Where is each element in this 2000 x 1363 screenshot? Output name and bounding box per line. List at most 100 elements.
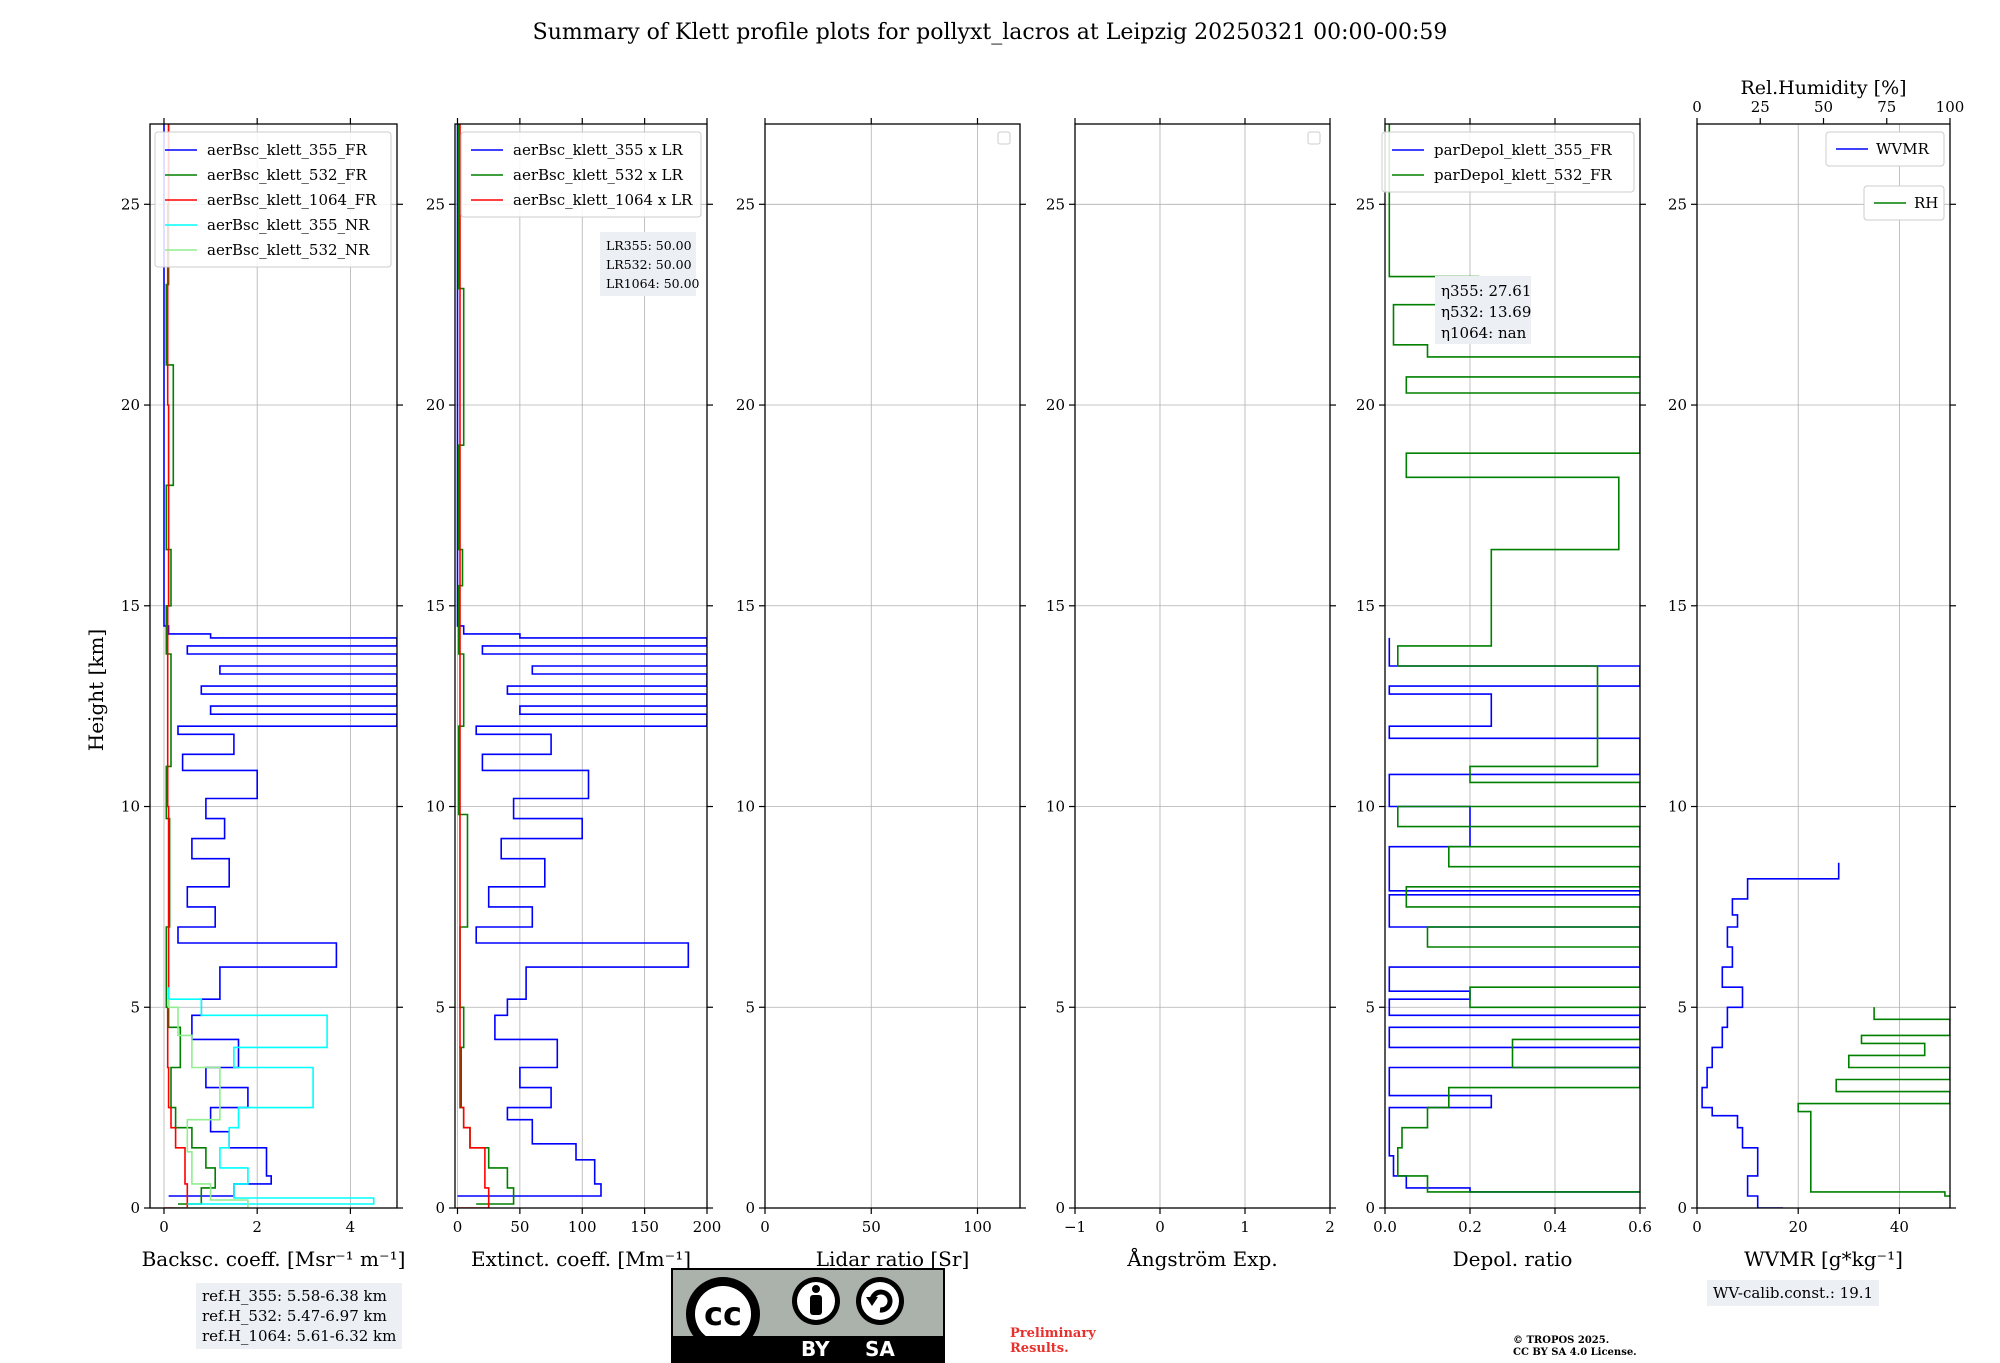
x-axis-label: Ångström Exp. [1126, 1246, 1277, 1271]
y-tick-label: 10 [1668, 798, 1687, 816]
y-tick-label: 25 [426, 195, 445, 213]
x-axis-label: Lidar ratio [Sr] [816, 1247, 970, 1271]
y-tick-label: 20 [426, 396, 445, 414]
legend-box [1825, 131, 1945, 167]
legend-label: aerBsc_klett_355_FR [207, 141, 367, 159]
y-tick-label: 15 [1356, 597, 1375, 615]
lidar-ratio-box [600, 232, 696, 296]
axes-frame [764, 123, 1021, 1209]
copyright-line-1: © TROPOS 2025. [1513, 1335, 1610, 1346]
eta-line: η532: 13.69 [1441, 303, 1531, 321]
y-tick-label: 20 [1046, 396, 1065, 414]
series-line-1 [1701, 862, 1840, 1208]
y-tick-label: 5 [435, 998, 445, 1016]
license-sa-label: SA [865, 1337, 895, 1361]
chart-panel-6: 0 5 10 15 20 25 0 20 40 0 25 50 75 100 Rel.Humidity [%… [1668, 77, 1964, 1271]
legend-label: aerBsc_klett_532_NR [207, 241, 370, 259]
x-tick-label: 0 [1155, 1218, 1165, 1236]
y-tick-label: 5 [130, 998, 140, 1016]
legend-label: parDepol_klett_532_FR [1434, 166, 1612, 184]
x-tick-label: 0.2 [1458, 1218, 1482, 1236]
series-line-2 [457, 124, 515, 1205]
x-tick-label: 0 [760, 1218, 770, 1236]
x-tick-label: 150 [630, 1218, 659, 1236]
cc-license-badge: cc BY SA [671, 1268, 945, 1363]
x-axis-label: Depol. ratio [1453, 1247, 1573, 1271]
y-tick-label: 25 [736, 195, 755, 213]
x-axis-label: Backsc. coeff. [Msr⁻¹ m⁻¹] [142, 1247, 406, 1271]
y-tick-label: 5 [1677, 998, 1687, 1016]
y-tick-label: 5 [1055, 998, 1065, 1016]
chart-panel-3: 0 5 10 15 20 25 0 50 100 Lidar ratio [Sr] [736, 118, 1026, 1271]
y-tick-label: 0 [130, 1199, 140, 1217]
ref-height-532: ref.H_532: 5.47-6.97 km [202, 1307, 387, 1325]
copyright-line-2: CC BY SA 4.0 License. [1513, 1347, 1637, 1358]
x-axis-label: Extinct. coeff. [Mm⁻¹] [471, 1247, 691, 1271]
eta-line: η1064: nan [1441, 324, 1527, 342]
series-line-4 [167, 987, 375, 1205]
x-tick-label: 0.0 [1373, 1218, 1397, 1236]
empty-legend-box [997, 131, 1011, 145]
series-line-3 [457, 124, 490, 1208]
y-tick-label: 10 [1046, 798, 1065, 816]
series-line-2 [1797, 1007, 1950, 1197]
reference-height-box: ref.H_355: 5.58-6.38 km ref.H_532: 5.47-… [196, 1283, 403, 1349]
y-tick-label: 0 [745, 1199, 755, 1217]
top-x-tick-label: 100 [1936, 98, 1965, 116]
y-tick-label: 15 [1668, 597, 1687, 615]
preliminary-line-1: Preliminary [1010, 1326, 1096, 1341]
y-tick-label: 20 [1668, 396, 1687, 414]
wv-calibration-box: WV-calib.const.: 19.1 [1707, 1280, 1880, 1306]
lidar-ratio-line: LR532: 50.00 [606, 257, 692, 272]
x-tick-label: 20 [1789, 1218, 1808, 1236]
x-tick-label: 100 [963, 1218, 992, 1236]
cc-logo-text: cc [704, 1295, 742, 1333]
copyright-note: © TROPOS 2025. CC BY SA 4.0 License. [1513, 1335, 1637, 1359]
license-by-label: BY [801, 1337, 830, 1361]
series-line-1 [163, 124, 397, 1197]
x-tick-label: 50 [862, 1218, 881, 1236]
series-line-1 [456, 124, 707, 1197]
y-tick-label: 25 [1046, 195, 1065, 213]
axes-frame [1384, 123, 1641, 1209]
axes-frame [1074, 123, 1331, 1209]
top-x-tick-label: 25 [1751, 98, 1770, 116]
ref-height-1064: ref.H_1064: 5.61-6.32 km [202, 1327, 397, 1345]
y-tick-label: 10 [121, 798, 140, 816]
legend-box [460, 131, 702, 218]
series-line-2 [165, 124, 216, 1205]
chart-panel-5: 0 5 10 15 20 25 0.0 0.2 0.4 0.6 Depol. ratio parDep… [1356, 118, 1652, 1271]
x-tick-label: 4 [346, 1218, 356, 1236]
y-tick-label: 20 [1356, 396, 1375, 414]
series-line-1 [1388, 637, 1640, 1193]
y-tick-label: 20 [121, 396, 140, 414]
x-tick-label: 0.4 [1543, 1218, 1567, 1236]
y-tick-label: 15 [736, 597, 755, 615]
x-tick-label: 0 [1692, 1218, 1702, 1236]
top-x-tick-label: 75 [1877, 98, 1896, 116]
figure-title: Summary of Klett profile plots for polly… [532, 20, 1448, 45]
x-tick-label: −1 [1064, 1218, 1086, 1236]
y-tick-label: 25 [1668, 195, 1687, 213]
lidar-ratio-line: LR355: 50.00 [606, 238, 692, 253]
y-tick-label: 10 [736, 798, 755, 816]
legend-label: parDepol_klett_355_FR [1434, 141, 1612, 159]
x-tick-label: 0.6 [1628, 1218, 1652, 1236]
legend-label: aerBsc_klett_355 x LR [513, 141, 684, 159]
x-tick-label: 1 [1240, 1218, 1250, 1236]
wv-calibration-constant: WV-calib.const.: 19.1 [1713, 1284, 1874, 1302]
x-axis-label: WVMR [g*kg⁻¹] [1744, 1247, 1903, 1271]
y-tick-label: 5 [745, 998, 755, 1016]
y-tick-label: 10 [426, 798, 445, 816]
y-tick-label: 0 [1365, 1199, 1375, 1217]
y-tick-label: 20 [736, 396, 755, 414]
legend-box [154, 131, 392, 268]
empty-legend-box [1307, 131, 1321, 145]
x-tick-label: 50 [510, 1218, 529, 1236]
series-line-5 [167, 999, 249, 1208]
y-tick-label: 10 [1356, 798, 1375, 816]
axes-frame [1696, 123, 1951, 1209]
axes-frame [149, 123, 398, 1209]
